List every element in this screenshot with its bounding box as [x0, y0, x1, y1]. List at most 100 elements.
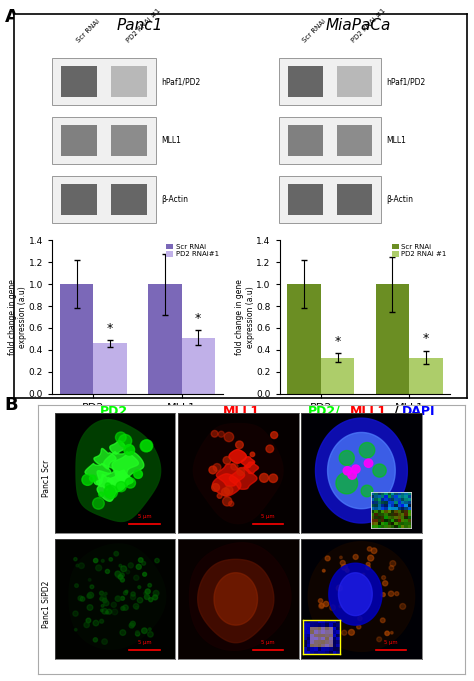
- Circle shape: [383, 581, 388, 586]
- Circle shape: [352, 465, 360, 473]
- FancyBboxPatch shape: [61, 125, 97, 156]
- Circle shape: [118, 575, 123, 580]
- Text: 5 µm: 5 µm: [138, 514, 151, 519]
- Circle shape: [323, 601, 329, 607]
- Circle shape: [105, 569, 109, 573]
- Circle shape: [84, 622, 90, 628]
- Bar: [375, 284, 409, 394]
- FancyBboxPatch shape: [111, 185, 147, 215]
- Circle shape: [381, 592, 385, 597]
- Circle shape: [106, 611, 109, 614]
- Circle shape: [105, 486, 115, 496]
- Circle shape: [114, 552, 118, 556]
- Legend: Scr RNAi, PD2 RNAi #1: Scr RNAi, PD2 RNAi #1: [392, 244, 447, 257]
- Text: PD2: PD2: [100, 405, 128, 418]
- Circle shape: [119, 565, 122, 567]
- Circle shape: [124, 445, 135, 455]
- Circle shape: [116, 481, 126, 492]
- Circle shape: [348, 471, 356, 479]
- Polygon shape: [336, 473, 357, 494]
- Circle shape: [93, 620, 99, 626]
- Circle shape: [346, 569, 349, 572]
- Text: *: *: [195, 312, 201, 325]
- Circle shape: [388, 591, 394, 597]
- Polygon shape: [328, 432, 395, 509]
- FancyBboxPatch shape: [288, 125, 323, 156]
- Circle shape: [123, 591, 128, 595]
- Circle shape: [231, 463, 238, 470]
- Circle shape: [236, 441, 243, 449]
- Circle shape: [324, 629, 327, 633]
- Text: *: *: [423, 332, 429, 345]
- Circle shape: [217, 494, 222, 498]
- Circle shape: [371, 548, 377, 554]
- Polygon shape: [69, 544, 166, 649]
- FancyBboxPatch shape: [337, 67, 372, 97]
- Polygon shape: [229, 449, 246, 463]
- Polygon shape: [110, 441, 126, 454]
- Text: A: A: [5, 8, 18, 26]
- FancyBboxPatch shape: [288, 67, 323, 97]
- Circle shape: [100, 609, 103, 612]
- Circle shape: [100, 619, 104, 623]
- Circle shape: [104, 592, 107, 595]
- Circle shape: [102, 598, 107, 603]
- Circle shape: [366, 563, 370, 566]
- Text: 5 µm: 5 µm: [384, 514, 398, 519]
- Circle shape: [118, 434, 132, 447]
- Legend: Scr RNAi, PD2 RNAi#1: Scr RNAi, PD2 RNAi#1: [166, 244, 219, 257]
- Text: 5 µm: 5 µm: [384, 640, 398, 645]
- Text: β-Actin: β-Actin: [162, 195, 189, 204]
- Circle shape: [104, 486, 118, 498]
- Polygon shape: [361, 485, 373, 496]
- Circle shape: [102, 639, 107, 644]
- Polygon shape: [97, 471, 128, 501]
- Circle shape: [269, 474, 277, 483]
- Circle shape: [109, 558, 112, 561]
- Circle shape: [115, 596, 121, 601]
- FancyBboxPatch shape: [52, 58, 156, 106]
- Circle shape: [153, 595, 158, 600]
- Circle shape: [73, 611, 78, 616]
- Circle shape: [86, 618, 91, 623]
- Y-axis label: fold change in gene
expression (a.u): fold change in gene expression (a.u): [8, 279, 27, 355]
- Circle shape: [271, 432, 278, 439]
- Circle shape: [237, 468, 245, 475]
- Text: /: /: [394, 405, 399, 418]
- Circle shape: [368, 555, 374, 561]
- Circle shape: [382, 575, 385, 580]
- Text: 5 µm: 5 µm: [261, 514, 274, 519]
- Polygon shape: [316, 418, 407, 523]
- Circle shape: [102, 609, 108, 614]
- Polygon shape: [76, 419, 161, 522]
- Circle shape: [82, 474, 93, 486]
- Circle shape: [211, 430, 218, 437]
- Polygon shape: [214, 573, 257, 625]
- Circle shape: [224, 432, 234, 442]
- Bar: [60, 284, 93, 394]
- Circle shape: [115, 571, 121, 577]
- Circle shape: [225, 486, 233, 494]
- Text: MLL1: MLL1: [386, 136, 406, 145]
- Circle shape: [365, 459, 373, 467]
- Circle shape: [101, 605, 104, 607]
- FancyBboxPatch shape: [337, 185, 372, 215]
- Circle shape: [143, 572, 146, 576]
- Circle shape: [128, 563, 133, 568]
- Circle shape: [319, 603, 324, 607]
- Text: PD2 RNAi #1: PD2 RNAi #1: [351, 7, 387, 44]
- Polygon shape: [85, 464, 111, 485]
- Circle shape: [136, 632, 140, 636]
- Circle shape: [134, 470, 143, 479]
- Circle shape: [336, 585, 342, 591]
- Circle shape: [116, 575, 119, 578]
- Circle shape: [111, 602, 117, 607]
- Circle shape: [90, 475, 96, 481]
- Text: PD2 RNAi #1: PD2 RNAi #1: [126, 7, 162, 44]
- Circle shape: [96, 565, 101, 571]
- Y-axis label: fold change in gene
expression (a.u): fold change in gene expression (a.u): [236, 279, 255, 355]
- Bar: [287, 284, 321, 394]
- Circle shape: [153, 590, 159, 596]
- Text: B: B: [5, 396, 18, 414]
- Text: *: *: [107, 321, 113, 334]
